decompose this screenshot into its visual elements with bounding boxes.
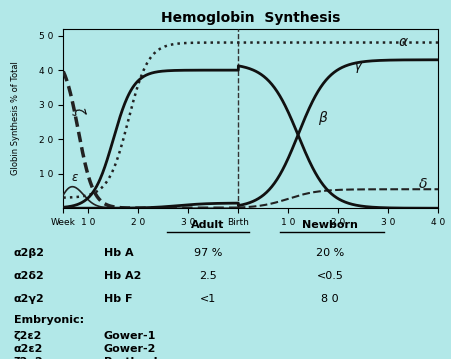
Text: Adult: Adult <box>191 220 224 230</box>
Text: 8 0: 8 0 <box>321 294 338 304</box>
Title: Hemoglobin  Synthesis: Hemoglobin Synthesis <box>161 11 340 25</box>
Text: Newborn: Newborn <box>301 220 357 230</box>
Text: Embryonic:: Embryonic: <box>14 315 83 325</box>
Text: α2β2: α2β2 <box>14 248 45 258</box>
Text: α2γ2: α2γ2 <box>14 294 44 304</box>
Text: 2.5: 2.5 <box>198 271 216 281</box>
Text: $\varepsilon$: $\varepsilon$ <box>71 171 78 183</box>
Text: ζ2γ2: ζ2γ2 <box>14 357 43 359</box>
Text: $\delta$: $\delta$ <box>418 177 428 191</box>
Text: Hb A2: Hb A2 <box>104 271 141 281</box>
Text: 97 %: 97 % <box>193 248 221 258</box>
Text: <0.5: <0.5 <box>316 271 343 281</box>
Text: $\zeta$: $\zeta$ <box>68 105 88 120</box>
Text: $\alpha$: $\alpha$ <box>397 35 409 49</box>
Text: ζ2ε2: ζ2ε2 <box>14 331 42 341</box>
Text: $\gamma$: $\gamma$ <box>353 60 364 75</box>
Text: $\beta$: $\beta$ <box>318 109 328 127</box>
Text: Portland: Portland <box>104 357 157 359</box>
Text: <1: <1 <box>199 294 216 304</box>
Text: 20 %: 20 % <box>315 248 343 258</box>
Text: Gower-2: Gower-2 <box>104 344 156 354</box>
Text: Hb F: Hb F <box>104 294 132 304</box>
Text: α2ε2: α2ε2 <box>14 344 43 354</box>
Y-axis label: Globin Synthesis % of Total: Globin Synthesis % of Total <box>11 61 20 176</box>
Text: Gower-1: Gower-1 <box>104 331 156 341</box>
Text: α2δ2: α2δ2 <box>14 271 44 281</box>
Text: Hb A: Hb A <box>104 248 133 258</box>
